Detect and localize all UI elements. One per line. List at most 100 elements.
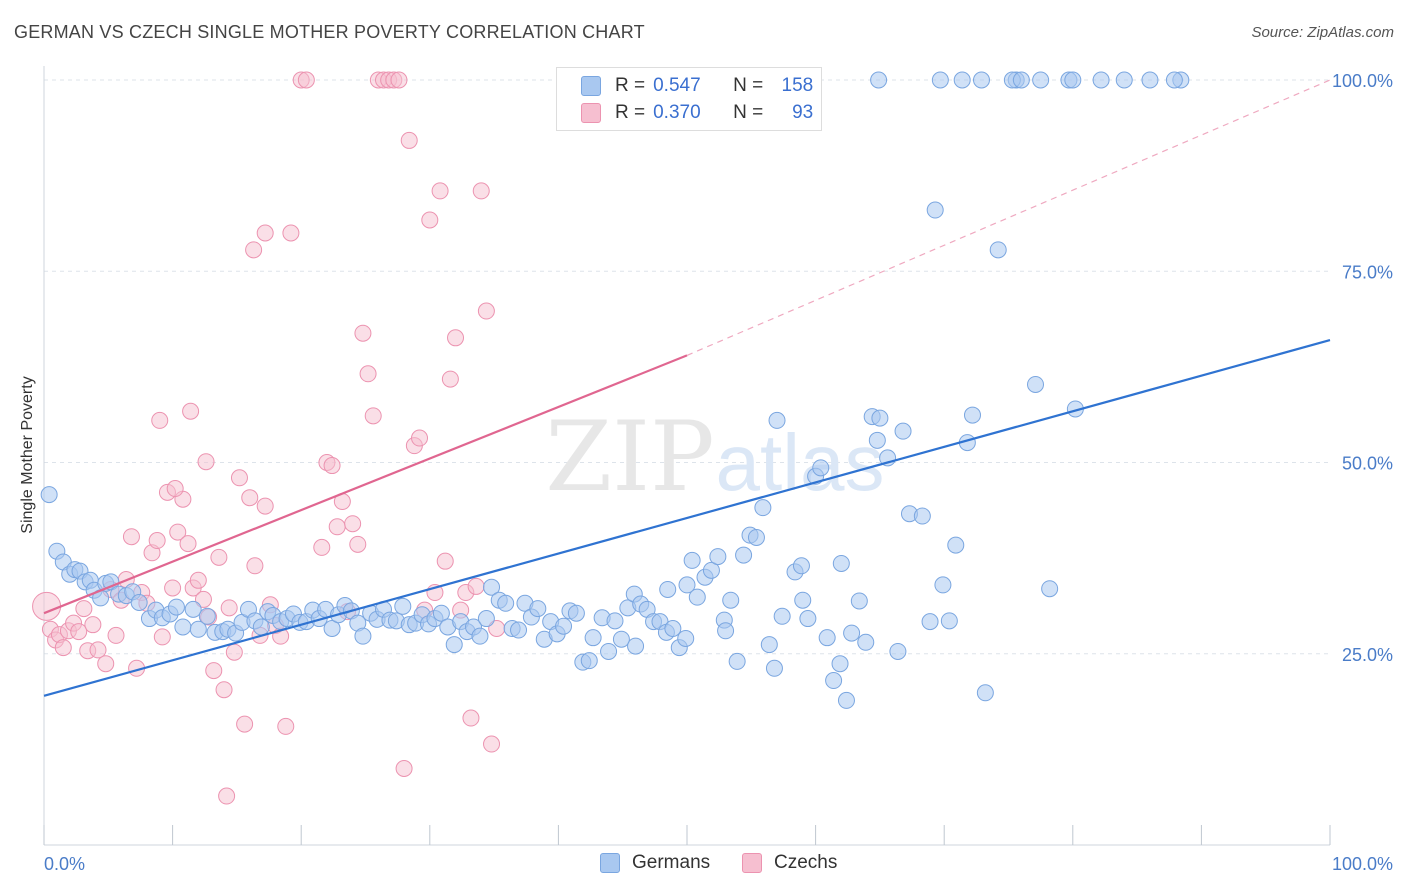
germans-point [627, 637, 645, 655]
y-tick-label: 25.0% [1342, 645, 1393, 665]
germans-point [754, 499, 772, 517]
axes [43, 66, 1331, 846]
bottom-legend-germans-label: Germans [632, 852, 711, 873]
czechs-point [467, 577, 485, 595]
czechs-point [483, 735, 501, 753]
legend: R = 0.547 N = 158 R = 0.370 N = 93 [556, 67, 822, 131]
czechs-point [89, 641, 107, 659]
czechs-point [349, 535, 367, 553]
germans-point [857, 633, 875, 651]
czechs-point [148, 532, 166, 550]
source-label: Source: ZipAtlas.com [1251, 24, 1394, 41]
germans-point [717, 622, 735, 640]
czechs-point [215, 681, 233, 699]
germans-point [825, 672, 843, 690]
legend-r-label: R = [615, 75, 646, 96]
y-tick-label: 50.0% [1342, 454, 1393, 474]
germans-point [792, 557, 810, 575]
czechs-point [197, 453, 215, 471]
germans-point [678, 576, 696, 594]
bottom-legend-czechs: Czechs [742, 852, 837, 874]
czechs-point [256, 224, 274, 242]
germans-point [677, 629, 695, 647]
czechs-point [32, 591, 62, 621]
czechs-point [441, 370, 459, 388]
germans-point [174, 618, 192, 636]
germans-point [934, 576, 952, 594]
germans-point [972, 71, 990, 89]
legend-r-label: R = [615, 102, 646, 123]
germans-point [735, 546, 753, 564]
germans-point [184, 600, 202, 618]
germans-point [894, 422, 912, 440]
germans-point [765, 659, 783, 677]
czechs-point [97, 655, 115, 673]
chart-title: GERMAN VS CZECH SINGLE MOTHER POVERTY CO… [14, 22, 645, 42]
germans-point [818, 629, 836, 647]
y-tick-label: 75.0% [1342, 262, 1393, 282]
germans-point [659, 580, 677, 598]
germans-point [567, 604, 585, 622]
legend-r-value: 0.547 [653, 75, 701, 96]
czechs-point [400, 131, 418, 149]
czechs-point [431, 182, 449, 200]
germans-point [722, 591, 740, 609]
germans-point [702, 561, 720, 579]
czechs-point [282, 224, 300, 242]
czechs-point [245, 241, 263, 259]
czechs-point [230, 469, 248, 487]
germans-point [584, 629, 602, 647]
czechs-point [84, 616, 102, 634]
germans-point [831, 655, 849, 673]
germans-point [612, 630, 630, 648]
x-tick-label: 100.0% [1332, 854, 1393, 874]
germans-point [600, 642, 618, 660]
germans-point [947, 536, 965, 554]
germans-point [1041, 580, 1059, 598]
czechs-point [205, 662, 223, 680]
czechs-point [313, 538, 331, 556]
czechs-point [75, 600, 93, 618]
germans-point [709, 548, 727, 566]
germans-point [483, 578, 501, 596]
czechs-trend-line [43, 354, 688, 615]
germans-point [1141, 71, 1159, 89]
germans-point [1115, 71, 1133, 89]
germans-point [1092, 71, 1110, 89]
germans-point [497, 594, 515, 612]
czechs-point [472, 182, 490, 200]
grid-lines [44, 79, 1330, 655]
czechs-point [70, 623, 88, 641]
legend-r-value: 0.370 [653, 102, 701, 123]
germans-point [843, 624, 861, 642]
germans-point [871, 409, 889, 427]
czechs-points [32, 71, 506, 805]
czechs-point [359, 365, 377, 383]
germans-trend-line [43, 339, 1331, 697]
germans-point [747, 528, 765, 546]
bottom-legend-czechs-label: Czechs [774, 852, 838, 873]
czechs-point [277, 717, 295, 735]
czechs-point [323, 457, 341, 475]
germans-point [837, 691, 855, 709]
germans-point [432, 604, 450, 622]
bottom-legend: Germans Czechs [0, 852, 1406, 876]
germans-point [989, 241, 1007, 259]
germans-point [606, 612, 624, 630]
czechs-point [182, 402, 200, 420]
germans-point [130, 593, 148, 611]
germans-point [1012, 71, 1030, 89]
germans-point [40, 486, 58, 504]
czechs-point [328, 518, 346, 536]
germans-point [198, 607, 216, 625]
bottom-legend-germans: Germans [600, 852, 710, 874]
germans-point [555, 617, 573, 635]
germans-point [760, 636, 778, 654]
germans-point [868, 431, 886, 449]
germans-point [963, 406, 981, 424]
germans-point [580, 652, 598, 670]
germans-point [728, 652, 746, 670]
czechs-point [164, 579, 182, 597]
germans-point [1064, 71, 1082, 89]
czechs-point [179, 535, 197, 553]
